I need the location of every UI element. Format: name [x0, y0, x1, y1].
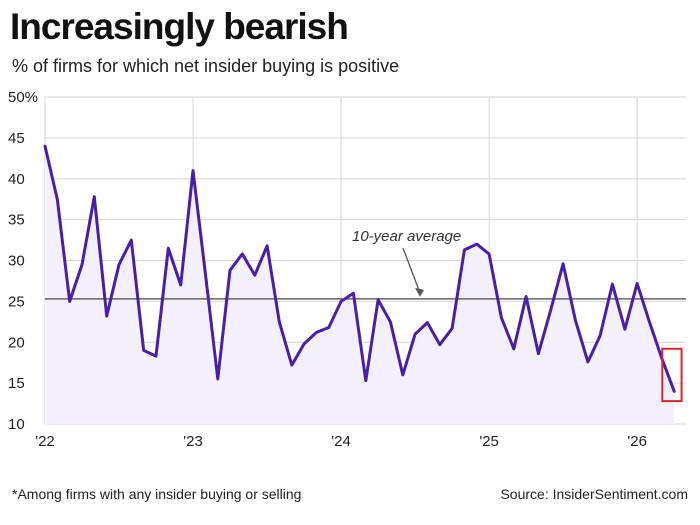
- chart-title: Increasingly bearish: [10, 6, 349, 47]
- series-line: [43, 144, 676, 393]
- source-note: Source: InsiderSentiment.com: [500, 486, 688, 502]
- y-tick-label: 35: [8, 212, 25, 229]
- y-tick-label: 40: [8, 171, 25, 188]
- highlight-box: [661, 347, 683, 403]
- y-tick-label: 30: [8, 253, 25, 270]
- x-tick-label: '23: [183, 433, 203, 450]
- annotation-arrow: [402, 247, 421, 294]
- x-tick-label: '26: [627, 433, 647, 450]
- x-tick-label: '25: [479, 433, 499, 450]
- series-area: [45, 146, 675, 424]
- reference-line-label: 10-year average: [352, 228, 461, 245]
- y-tick-label: 10: [8, 416, 25, 433]
- y-tick-label: 45: [8, 130, 25, 147]
- y-tick-label: 25: [8, 293, 25, 310]
- x-tick-label: '24: [331, 433, 351, 450]
- y-tick-label: 50%: [8, 89, 38, 106]
- x-tick-label: '22: [35, 433, 55, 450]
- y-tick-label: 15: [8, 375, 25, 392]
- y-tick-label: 20: [8, 334, 25, 351]
- chart-subtitle: % of firms for which net insider buying …: [12, 56, 400, 76]
- annotation-arrowhead: [415, 287, 424, 297]
- footnote: *Among firms with any insider buying or …: [12, 486, 302, 502]
